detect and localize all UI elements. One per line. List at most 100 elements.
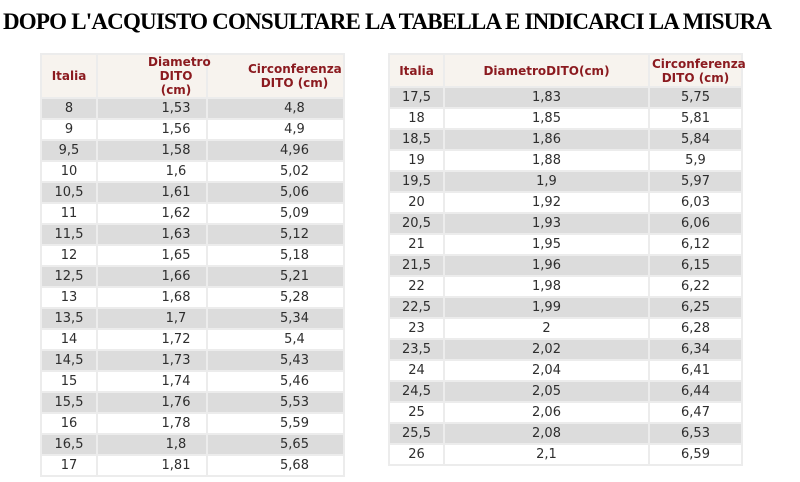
column-header-circonferenza: Circonferenza DITO (cm) [208,55,343,97]
table-row: 10 1,6 5,02 [42,162,343,181]
table-cell: 5,46 [208,372,343,391]
table-cell: 10 [42,162,96,181]
table-row: 20 1,92 6,03 [390,193,741,212]
table-cell: 23 [390,319,443,338]
table-cell: 5,09 [208,204,343,223]
table-cell: 13,5 [42,309,96,328]
table-cell: 12,5 [42,267,96,286]
table-cell: 5,53 [208,393,343,412]
table-cell: 18 [390,109,443,128]
table-cell: 1,53 [98,99,206,118]
table-cell: 2,1 [445,445,648,464]
table-row: 17 1,81 5,68 [42,456,343,475]
table-cell: 20 [390,193,443,212]
table-cell: 1,86 [445,130,648,149]
page-title: DOPO L'ACQUISTO CONSULTARE LA TABELLA E … [3,9,772,34]
table-cell: 2,06 [445,403,648,422]
table-cell: 1,81 [98,456,206,475]
table-row: 20,5 1,93 6,06 [390,214,741,233]
column-header-italia: Italia [390,55,443,86]
table-row: 22,5 1,99 6,25 [390,298,741,317]
table-cell: 1,56 [98,120,206,139]
table-row: 15 1,74 5,46 [42,372,343,391]
table-row: 12,5 1,66 5,21 [42,267,343,286]
table-cell: 19,5 [390,172,443,191]
table-cell: 6,03 [650,193,741,212]
table-cell: 14,5 [42,351,96,370]
table-row: 11,5 1,63 5,12 [42,225,343,244]
table-row: 19 1,88 5,9 [390,151,741,170]
table-cell: 5,84 [650,130,741,149]
table-row: 21 1,95 6,12 [390,235,741,254]
table-cell: 5,68 [208,456,343,475]
table-row: 19,5 1,9 5,97 [390,172,741,191]
table-row: 14 1,72 5,4 [42,330,343,349]
table-cell: 1,98 [445,277,648,296]
table-cell: 9,5 [42,141,96,160]
table-cell: 5,21 [208,267,343,286]
table-cell: 17,5 [390,88,443,107]
column-header-diametro: DiametroDITO(cm) [445,55,648,86]
table-cell: 5,97 [650,172,741,191]
table-row: 11 1,62 5,09 [42,204,343,223]
table-cell: 1,61 [98,183,206,202]
column-header-circonferenza: Circonferenza DITO (cm) [650,55,746,86]
table-cell: 15,5 [42,393,96,412]
table-row: 23,5 2,02 6,34 [390,340,741,359]
table-row: 24,5 2,05 6,44 [390,382,741,401]
table-cell: 25,5 [390,424,443,443]
ring-size-tables: Italia Diametro DITO (cm) Circonferenza … [40,53,800,477]
header-row: Italia DiametroDITO(cm) Circonferenza DI… [390,55,746,86]
table-cell: 21,5 [390,256,443,275]
table-cell: 1,83 [445,88,648,107]
table-cell: 5,75 [650,88,741,107]
table-row: 13 1,68 5,28 [42,288,343,307]
table-cell: 6,34 [650,340,741,359]
table-row: 9 1,56 4,9 [42,120,343,139]
table-cell: 1,74 [98,372,206,391]
table-cell: 16 [42,414,96,433]
table-cell: 1,62 [98,204,206,223]
table-cell: 1,73 [98,351,206,370]
table-cell: 1,99 [445,298,648,317]
table-cell: 24,5 [390,382,443,401]
table-cell: 5,06 [208,183,343,202]
table-cell: 4,96 [208,141,343,160]
table-cell: 1,95 [445,235,648,254]
table-cell: 9 [42,120,96,139]
table-row: 18,5 1,86 5,84 [390,130,741,149]
table-cell: 14 [42,330,96,349]
table-cell: 17 [42,456,96,475]
table-cell: 21 [390,235,443,254]
table-cell: 1,78 [98,414,206,433]
table-cell: 6,28 [650,319,741,338]
table-cell: 1,65 [98,246,206,265]
table-cell: 6,22 [650,277,741,296]
table-cell: 5,59 [208,414,343,433]
table-cell: 1,58 [98,141,206,160]
table-cell: 1,63 [98,225,206,244]
table-cell: 4,8 [208,99,343,118]
table-cell: 5,65 [208,435,343,454]
table-cell: 1,68 [98,288,206,307]
table-cell: 18,5 [390,130,443,149]
table-cell: 19 [390,151,443,170]
table-cell: 1,92 [445,193,648,212]
table-cell: 1,7 [98,309,206,328]
table-cell: 5,4 [208,330,343,349]
table-row: 21,5 1,96 6,15 [390,256,741,275]
table-cell: 6,06 [650,214,741,233]
table-cell: 22 [390,277,443,296]
table-row: 22 1,98 6,22 [390,277,741,296]
table-cell: 6,25 [650,298,741,317]
table-cell: 11 [42,204,96,223]
table-cell: 12 [42,246,96,265]
table-cell: 1,8 [98,435,206,454]
ring-size-table-right: Italia DiametroDITO(cm) Circonferenza DI… [388,53,746,466]
header-row: Italia Diametro DITO (cm) Circonferenza … [42,55,343,97]
table-cell: 5,81 [650,109,741,128]
table-cell: 26 [390,445,443,464]
column-header-diametro: Diametro DITO (cm) [98,55,211,97]
table-cell: 23,5 [390,340,443,359]
table-cell: 10,5 [42,183,96,202]
